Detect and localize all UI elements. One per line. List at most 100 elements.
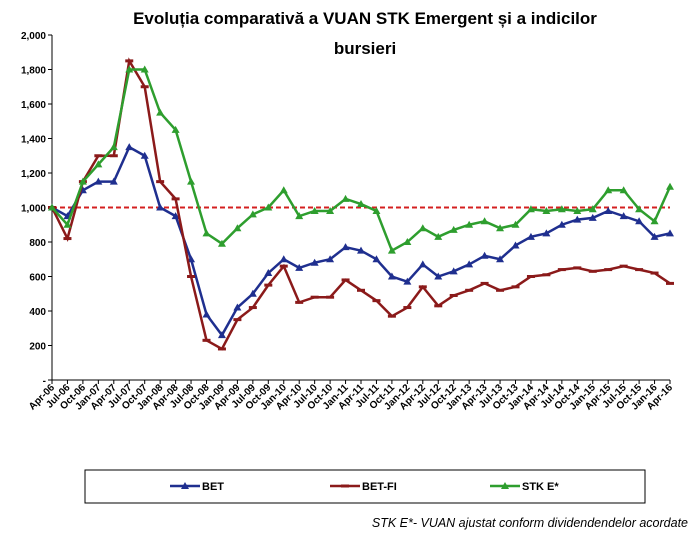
footnote: STK E*- VUAN ajustat conform dividendend… xyxy=(372,516,688,530)
marker xyxy=(279,186,288,194)
marker xyxy=(511,241,520,249)
y-tick-label: 600 xyxy=(29,273,46,284)
marker xyxy=(341,194,350,202)
marker xyxy=(248,210,257,218)
marker xyxy=(341,278,350,282)
marker xyxy=(202,310,211,318)
marker xyxy=(666,229,674,237)
marker xyxy=(526,232,535,240)
marker xyxy=(140,85,149,89)
marker xyxy=(635,205,644,213)
marker xyxy=(94,160,103,168)
marker xyxy=(109,143,118,151)
series-line xyxy=(51,145,671,338)
marker xyxy=(387,314,396,318)
y-tick-label: 1,000 xyxy=(21,204,46,215)
marker xyxy=(187,275,196,278)
marker xyxy=(604,206,613,214)
marker xyxy=(63,237,72,241)
marker xyxy=(357,288,365,292)
marker xyxy=(573,206,582,214)
marker xyxy=(666,281,674,285)
marker xyxy=(279,264,288,268)
marker xyxy=(202,229,211,237)
marker xyxy=(140,65,149,73)
marker xyxy=(310,206,319,214)
marker xyxy=(557,220,566,228)
marker xyxy=(233,303,242,311)
marker xyxy=(295,300,304,304)
marker xyxy=(496,224,505,232)
marker xyxy=(557,205,566,213)
legend-label: BET-FI xyxy=(362,481,397,493)
marker xyxy=(326,206,335,214)
marker xyxy=(171,197,180,201)
marker xyxy=(233,318,242,322)
marker xyxy=(78,177,87,185)
marker xyxy=(465,288,474,292)
marker xyxy=(94,154,103,158)
marker xyxy=(480,281,489,285)
marker xyxy=(573,215,582,223)
marker xyxy=(526,205,535,213)
marker xyxy=(465,220,474,228)
marker xyxy=(295,212,304,220)
y-tick-label: 200 xyxy=(29,342,46,353)
marker xyxy=(434,304,443,308)
marker xyxy=(310,258,319,266)
y-tick-label: 1,600 xyxy=(21,100,46,111)
marker xyxy=(542,206,551,214)
marker xyxy=(217,347,226,351)
marker xyxy=(496,255,505,263)
marker xyxy=(125,143,134,151)
marker xyxy=(635,217,644,225)
marker xyxy=(109,177,118,185)
marker xyxy=(187,177,196,185)
y-tick-label: - xyxy=(43,376,46,387)
marker xyxy=(326,295,335,299)
marker xyxy=(171,125,180,133)
y-tick-label: 1,200 xyxy=(21,169,46,180)
marker xyxy=(372,206,381,214)
marker xyxy=(156,108,165,116)
marker xyxy=(604,268,613,272)
marker xyxy=(542,229,551,237)
marker xyxy=(449,293,458,297)
marker xyxy=(94,177,103,185)
marker xyxy=(588,269,597,273)
y-tick-label: 400 xyxy=(29,307,46,318)
marker xyxy=(295,263,304,271)
marker xyxy=(557,268,566,272)
marker xyxy=(619,212,628,220)
marker xyxy=(573,266,582,270)
marker xyxy=(418,285,427,289)
marker xyxy=(480,251,489,259)
marker xyxy=(181,482,189,489)
marker xyxy=(310,295,319,299)
chart-title: bursieri xyxy=(334,39,396,58)
marker xyxy=(403,238,412,245)
marker xyxy=(449,267,458,275)
marker xyxy=(357,246,365,254)
marker xyxy=(264,203,273,211)
marker xyxy=(449,225,458,233)
marker xyxy=(202,338,211,342)
legend-label: BET xyxy=(202,481,224,493)
marker xyxy=(341,243,350,251)
marker xyxy=(217,331,226,339)
marker xyxy=(387,246,396,254)
marker xyxy=(156,180,165,184)
marker xyxy=(125,59,134,63)
marker xyxy=(650,217,659,225)
marker xyxy=(248,306,257,310)
marker xyxy=(372,299,381,303)
marker xyxy=(480,217,489,225)
legend-label: STK E* xyxy=(522,481,559,493)
marker xyxy=(125,65,134,73)
marker xyxy=(434,272,443,280)
marker xyxy=(650,232,659,240)
y-tick-label: 1,400 xyxy=(21,135,46,146)
marker xyxy=(619,264,628,268)
marker xyxy=(666,182,674,190)
